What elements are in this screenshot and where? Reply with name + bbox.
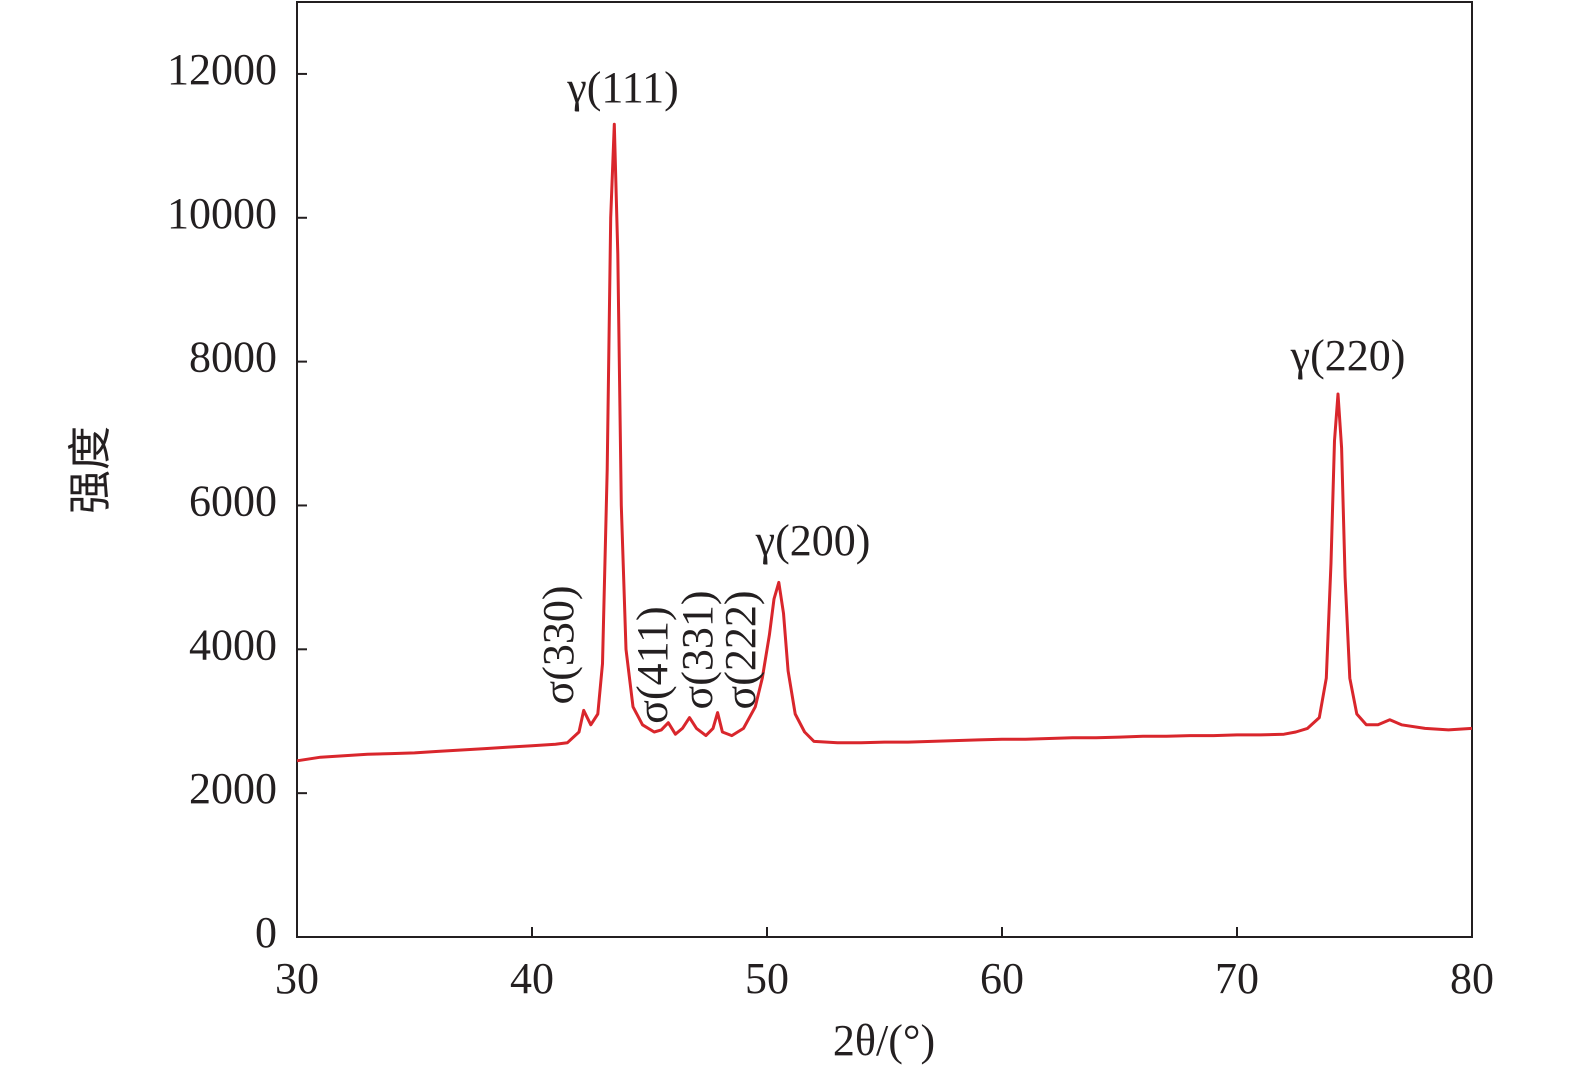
x-tick-label: 70 — [1215, 954, 1259, 1003]
y-tick-label: 4000 — [189, 620, 277, 669]
peak-annotation: γ(220) — [1290, 331, 1406, 380]
peak-annotation: γ(200) — [755, 516, 871, 565]
x-tick-label: 30 — [275, 954, 319, 1003]
y-tick-label: 10000 — [167, 189, 277, 238]
y-axis-label: 强度 — [66, 426, 115, 514]
peak-annotation: σ(411) — [628, 606, 677, 723]
y-tick-label: 2000 — [189, 764, 277, 813]
y-tick-label: 8000 — [189, 333, 277, 382]
peak-annotation: σ(222) — [716, 590, 765, 709]
y-tick-label: 6000 — [189, 477, 277, 526]
x-tick-label: 60 — [980, 954, 1024, 1003]
x-tick-label: 80 — [1450, 954, 1494, 1003]
x-tick-label: 50 — [745, 954, 789, 1003]
x-tick-label: 40 — [510, 954, 554, 1003]
plot-frame — [296, 1, 1473, 938]
peak-annotation: σ(330) — [534, 585, 583, 704]
data-line — [296, 122, 1473, 763]
y-tick-label: 12000 — [167, 45, 277, 94]
peak-annotation: σ(331) — [673, 590, 722, 709]
x-axis-label: 2θ/(°) — [833, 1016, 935, 1065]
y-tick-label: 0 — [255, 908, 277, 957]
peak-annotation: γ(111) — [566, 63, 678, 112]
